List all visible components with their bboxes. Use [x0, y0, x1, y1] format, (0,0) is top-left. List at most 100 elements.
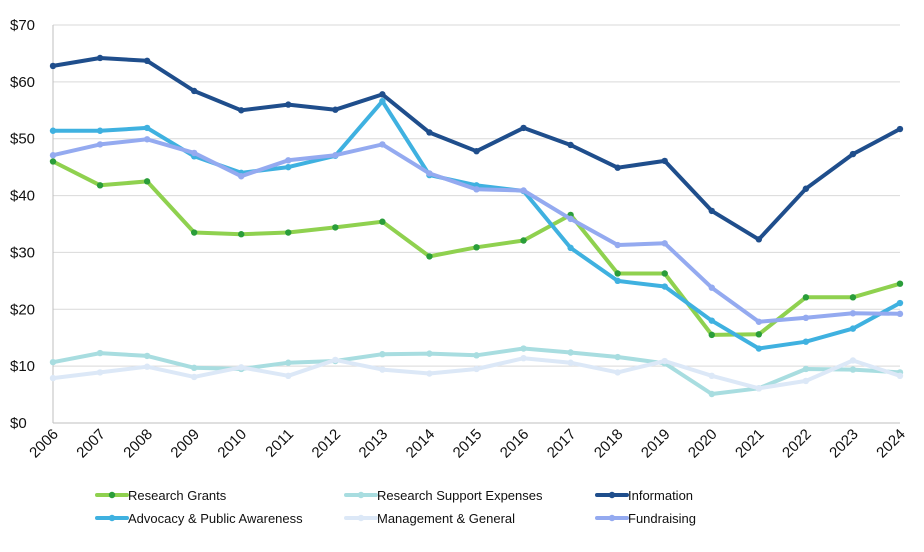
legend-item: Information	[595, 488, 693, 503]
data-point	[473, 148, 480, 155]
data-point	[238, 173, 245, 180]
data-point	[896, 372, 904, 380]
data-point	[143, 178, 151, 185]
data-point	[285, 163, 292, 171]
legend-label: Research Support Expenses	[377, 488, 543, 503]
data-point	[49, 358, 57, 366]
legend-label: Fundraising	[628, 511, 696, 526]
data-point	[708, 317, 715, 324]
axes: $0 $10 $20 $30 $40 $50 $60 $70 2006 2007 2008 2009 2…	[10, 17, 909, 461]
data-point	[708, 390, 715, 398]
legend-item: Management & General	[344, 511, 515, 526]
data-point	[96, 369, 104, 376]
data-point	[96, 182, 104, 189]
legend-marker	[108, 514, 116, 522]
data-point	[849, 310, 857, 317]
legend-label: Advocacy & Public Awareness	[128, 511, 303, 526]
data-point	[708, 331, 715, 339]
data-point	[708, 372, 715, 380]
data-point	[614, 241, 621, 249]
data-point	[520, 345, 527, 352]
data-point	[849, 366, 857, 373]
legend-item: Research Grants	[95, 488, 227, 503]
data-point	[802, 185, 810, 192]
x-tick-label: 2013	[356, 426, 392, 462]
data-point	[285, 359, 292, 366]
legend-label: Research Grants	[128, 488, 227, 503]
x-tick-label: 2012	[309, 426, 345, 462]
data-point	[520, 124, 527, 132]
y-tick-label: $30	[10, 244, 35, 261]
data-point	[802, 294, 810, 301]
data-point	[190, 364, 198, 372]
data-point	[238, 364, 245, 371]
data-point	[802, 365, 810, 373]
data-point	[96, 349, 104, 357]
data-point	[755, 385, 763, 392]
legend-marker	[108, 491, 116, 499]
data-point	[708, 207, 715, 215]
legend-marker	[608, 514, 616, 522]
x-tick-label: 2024	[873, 426, 909, 462]
data-point	[567, 244, 574, 252]
data-point	[426, 253, 433, 260]
data-point	[190, 149, 198, 157]
data-point	[755, 345, 763, 352]
data-point	[755, 331, 763, 338]
series-advocacy-public-awareness	[49, 97, 904, 352]
data-point	[49, 152, 57, 159]
x-tick-label: 2007	[73, 426, 109, 462]
series-information	[49, 54, 904, 243]
x-tick-label: 2022	[779, 426, 815, 462]
data-point	[708, 284, 715, 291]
data-point	[896, 280, 904, 287]
data-point	[567, 349, 574, 356]
data-point	[143, 363, 151, 370]
y-tick-label: $0	[10, 415, 27, 432]
data-point	[614, 164, 621, 171]
legend: Research Grants Research Support Expenses…	[95, 488, 696, 526]
data-point	[849, 357, 857, 364]
data-point	[849, 150, 857, 158]
data-point	[755, 318, 763, 325]
data-point	[802, 314, 810, 322]
data-point	[567, 359, 574, 366]
data-point	[96, 54, 104, 62]
data-point	[190, 229, 198, 236]
data-point	[190, 373, 198, 381]
data-point	[426, 370, 433, 377]
data-point	[849, 294, 857, 301]
data-point	[661, 357, 668, 365]
data-point	[473, 244, 480, 251]
data-point	[143, 57, 151, 65]
series-fundraising	[49, 136, 904, 325]
data-point	[332, 224, 339, 231]
data-point	[49, 62, 57, 70]
legend-label: Information	[628, 488, 693, 503]
data-point	[285, 372, 292, 380]
data-point	[332, 106, 339, 113]
data-point	[379, 351, 386, 358]
x-tick-label: 2016	[497, 426, 533, 462]
data-point	[614, 369, 621, 376]
x-tick-label: 2020	[685, 426, 721, 462]
y-tick-label: $70	[10, 17, 35, 34]
x-tick-label: 2017	[544, 426, 580, 462]
x-tick-label: 2019	[638, 426, 674, 462]
data-point	[379, 97, 386, 105]
data-point	[49, 158, 57, 165]
x-tick-label: 2021	[732, 426, 768, 462]
data-point	[238, 231, 245, 238]
legend-item: Research Support Expenses	[344, 488, 543, 503]
data-point	[49, 374, 57, 382]
data-point	[238, 107, 245, 114]
data-point	[614, 270, 621, 277]
x-tick-label: 2015	[450, 426, 486, 462]
data-point	[473, 352, 480, 359]
data-point	[567, 215, 574, 223]
data-point	[96, 141, 104, 148]
legend-label: Management & General	[377, 511, 515, 526]
data-point	[285, 101, 292, 108]
data-point	[379, 366, 386, 373]
